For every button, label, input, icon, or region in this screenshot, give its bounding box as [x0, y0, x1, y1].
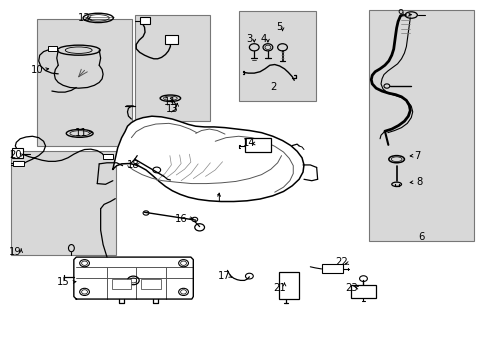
Bar	[164, 36, 178, 44]
Text: 16: 16	[174, 214, 187, 224]
Text: 15: 15	[57, 277, 69, 287]
Text: 19: 19	[9, 247, 21, 257]
Text: 9: 9	[397, 9, 403, 19]
Bar	[238, 12, 315, 101]
Text: 11: 11	[163, 97, 176, 107]
Bar	[103, 154, 113, 159]
Text: 22: 22	[335, 257, 347, 267]
Text: 3: 3	[246, 35, 252, 44]
Bar	[13, 161, 24, 166]
Text: 12: 12	[78, 13, 91, 23]
Bar	[12, 148, 23, 158]
Bar	[245, 138, 270, 152]
Text: 21: 21	[273, 283, 285, 293]
Bar	[140, 17, 150, 24]
Bar	[278, 272, 299, 299]
Text: 2: 2	[270, 82, 276, 93]
Text: 14: 14	[243, 139, 255, 148]
Text: 8: 8	[415, 177, 421, 187]
Text: 10: 10	[31, 64, 43, 75]
Bar	[135, 15, 210, 121]
Text: 5: 5	[276, 22, 282, 32]
Bar	[350, 285, 375, 298]
Bar	[37, 19, 132, 146]
Text: 20: 20	[9, 150, 21, 160]
Text: 13: 13	[166, 104, 178, 114]
Text: 7: 7	[413, 150, 420, 161]
Text: 17: 17	[217, 271, 230, 281]
Bar	[368, 10, 473, 241]
Text: 6: 6	[417, 232, 423, 242]
Text: 18: 18	[127, 160, 140, 170]
Polygon shape	[74, 257, 193, 299]
Polygon shape	[113, 116, 304, 202]
Bar	[11, 151, 116, 255]
Bar	[48, 46, 57, 51]
Bar	[321, 264, 343, 273]
Bar	[112, 279, 131, 289]
Bar	[141, 279, 160, 289]
Text: 11: 11	[75, 128, 87, 138]
Text: 23: 23	[345, 283, 357, 293]
Text: 4: 4	[260, 35, 266, 44]
Text: 1: 1	[216, 194, 222, 204]
